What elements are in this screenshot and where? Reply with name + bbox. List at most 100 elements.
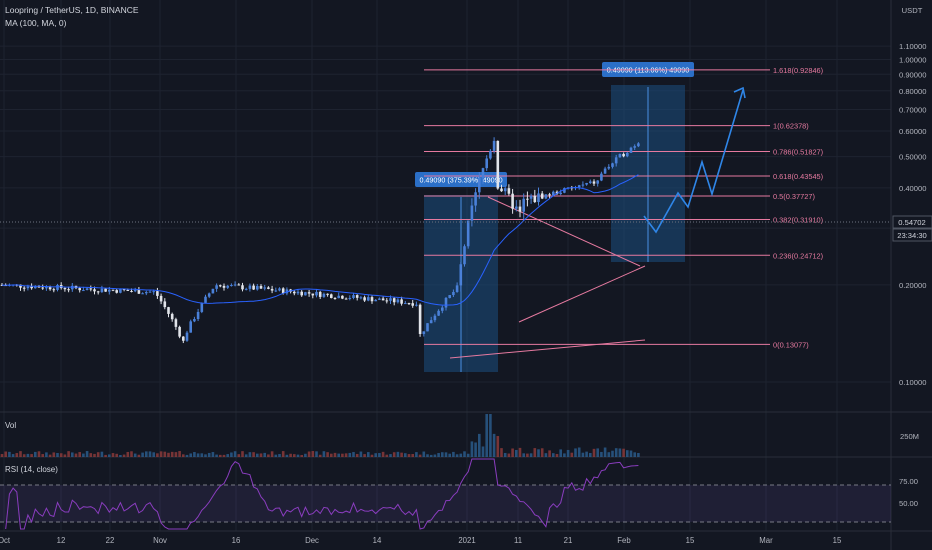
fibonacci-retracement[interactable]: 1.618(0.92846) 1(0.62378) 0.786(0.51827) 0.… xyxy=(424,66,823,350)
volume-bar xyxy=(156,453,159,457)
volume-bar xyxy=(104,454,107,457)
volume-bar xyxy=(396,451,400,457)
volume-bar xyxy=(185,454,189,457)
price-tick: 1.10000 xyxy=(899,42,926,51)
candle-body xyxy=(618,154,622,158)
volume-bar xyxy=(200,453,204,457)
candle-body xyxy=(337,295,340,299)
candle-body xyxy=(226,285,229,288)
candle-body xyxy=(71,285,74,290)
candle-body xyxy=(52,289,56,291)
candle-body xyxy=(333,297,337,299)
volume-bar xyxy=(422,451,426,457)
candle-body xyxy=(418,304,422,334)
volume-bar xyxy=(178,451,181,457)
candle-body xyxy=(370,297,374,302)
volume-bar xyxy=(459,453,463,457)
volume-bar xyxy=(544,453,548,457)
price-tick: 0.90000 xyxy=(899,70,926,79)
projection-line xyxy=(643,89,744,234)
volume-bar xyxy=(374,453,377,457)
price-tick: 0.60000 xyxy=(899,127,926,136)
volume-bar xyxy=(278,454,281,457)
volume-bar xyxy=(404,453,407,457)
volume-bar xyxy=(352,452,355,457)
candle-body xyxy=(492,140,496,151)
time-tick: Oct xyxy=(0,536,11,545)
symbol-title[interactable]: Loopring / TetherUS, 1D, BINANCE xyxy=(5,5,139,15)
volume-bar xyxy=(219,454,222,457)
fib-level-label: 0.5(0.37727) xyxy=(773,192,815,201)
volume-bar xyxy=(167,452,170,457)
volume-label[interactable]: Vol xyxy=(5,421,16,430)
rsi-label[interactable]: RSI (14, close) xyxy=(5,465,58,474)
candle-body xyxy=(37,286,41,288)
trendline-support[interactable] xyxy=(449,339,646,359)
volume-bar xyxy=(56,453,59,457)
volume-bar xyxy=(529,453,533,457)
fib-level-label: 0.786(0.51827) xyxy=(773,148,823,157)
volume-bar xyxy=(511,448,514,457)
candle-body xyxy=(119,288,122,293)
candle-body xyxy=(19,284,22,288)
candle-body xyxy=(392,298,396,303)
candle-body xyxy=(170,313,174,320)
candle-body xyxy=(444,297,448,308)
volume-bar xyxy=(115,453,118,457)
time-tick: 14 xyxy=(373,536,382,545)
volume-bar xyxy=(141,452,144,457)
volume-bar xyxy=(137,454,141,457)
candle-body xyxy=(348,297,352,299)
volume-bar xyxy=(211,452,215,457)
measure-box-1-label: 0.49090 (375.39%) 49090 xyxy=(419,176,502,185)
volume-bar xyxy=(59,453,63,457)
volume-bar xyxy=(478,433,481,457)
candle-body xyxy=(407,303,411,305)
candle-body xyxy=(455,285,459,292)
candle-body xyxy=(603,168,607,174)
volume-bar xyxy=(41,454,44,457)
volume-bar xyxy=(355,453,359,457)
last-price-badge xyxy=(892,215,932,229)
candle-body xyxy=(244,288,248,290)
candle-body xyxy=(111,289,115,291)
candle-body xyxy=(315,291,318,296)
volume-bar xyxy=(122,454,126,457)
candle-body xyxy=(544,194,548,199)
volume-bar xyxy=(400,452,403,457)
countdown-value: 23:34:30 xyxy=(897,231,927,240)
ma-indicator-label[interactable]: MA (100, MA, 0) xyxy=(5,18,67,28)
candle-body xyxy=(241,285,244,290)
fib-level-label: 0(0.13077) xyxy=(773,340,809,349)
volume-bar xyxy=(533,448,537,457)
candle-body xyxy=(629,147,633,153)
volume-bar xyxy=(215,454,218,457)
candle-body xyxy=(596,180,599,184)
candle-body xyxy=(108,289,111,292)
volume-bars xyxy=(0,414,640,457)
candle-body xyxy=(156,291,159,296)
price-axis[interactable]: 1.10000 1.00000 0.90000 0.80000 0.70000 0.600… xyxy=(899,42,926,387)
volume-bar xyxy=(244,454,248,457)
volume-bar xyxy=(204,454,207,457)
candle-body xyxy=(256,286,259,290)
volume-bar xyxy=(189,453,192,457)
volume-bar xyxy=(274,454,278,457)
price-tick: 0.20000 xyxy=(899,281,926,290)
projection-path[interactable] xyxy=(643,86,746,234)
volume-bar xyxy=(603,447,607,457)
candle-body xyxy=(141,293,144,295)
volume-bar xyxy=(230,452,233,457)
time-tick: 22 xyxy=(106,536,115,545)
trendline-lower[interactable] xyxy=(518,265,646,323)
time-axis[interactable]: Oct 12 22 Nov 16 Dec 14 2021 11 21 Feb 15 Mar 15 xyxy=(0,536,842,545)
candle-body xyxy=(274,290,278,292)
candle-body xyxy=(215,285,218,289)
candle-body xyxy=(533,195,537,203)
rsi-tick-75: 75.00 xyxy=(899,477,918,486)
volume-bar xyxy=(207,452,211,457)
candle-body xyxy=(296,291,300,294)
volume-bar xyxy=(315,451,318,457)
volume-bar xyxy=(93,453,96,457)
